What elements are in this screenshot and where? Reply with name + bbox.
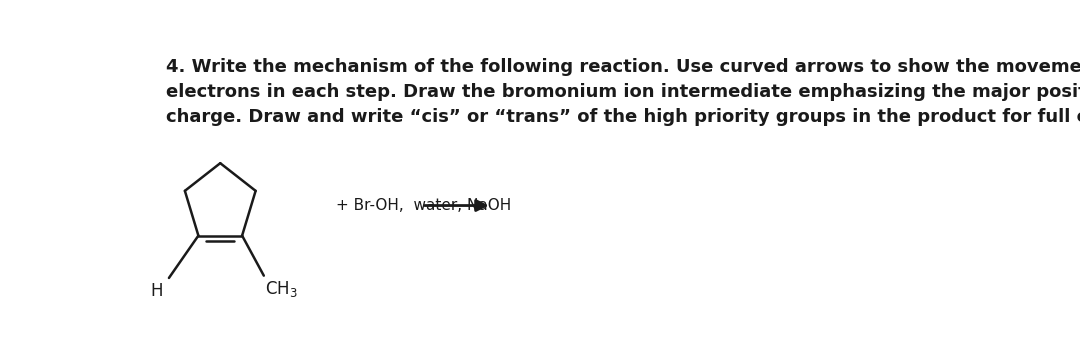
Text: charge. Draw and write “cis” or “trans” of the high priority groups in the produ: charge. Draw and write “cis” or “trans” … xyxy=(166,108,1080,126)
Text: electrons in each step. Draw the bromonium ion intermediate emphasizing the majo: electrons in each step. Draw the bromoni… xyxy=(166,83,1080,101)
Text: + Br-OH,  water, NaOH: + Br-OH, water, NaOH xyxy=(337,198,512,213)
Text: H: H xyxy=(150,282,163,300)
Text: 4. Write the mechanism of the following reaction. Use curved arrows to show the : 4. Write the mechanism of the following … xyxy=(166,58,1080,76)
Text: CH$_3$: CH$_3$ xyxy=(266,279,298,299)
